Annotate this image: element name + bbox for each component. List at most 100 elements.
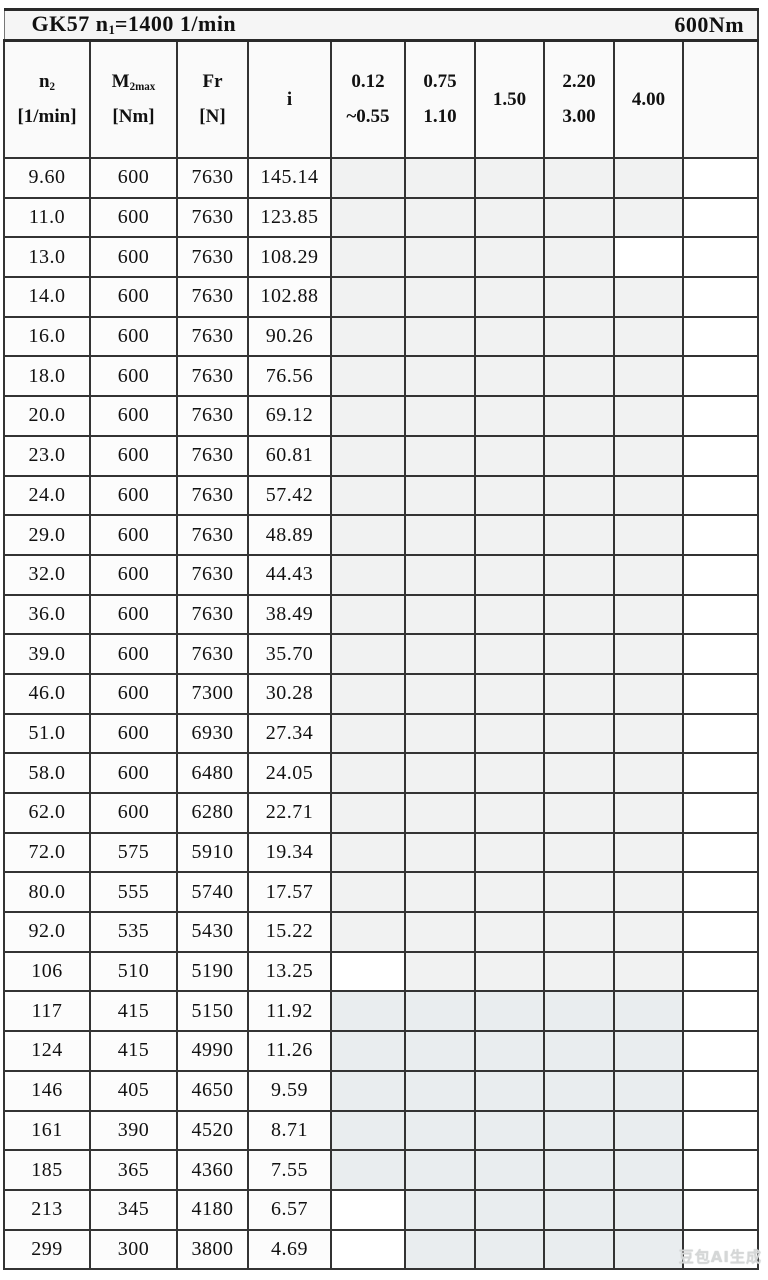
i-cell: 48.89 <box>247 514 332 556</box>
power-availability-cell-1 <box>330 553 406 596</box>
power-availability-cell-2 <box>404 157 476 199</box>
power-availability-cell-4 <box>543 831 615 874</box>
m2max-cell: 555 <box>89 871 178 914</box>
i-cell: 76.56 <box>247 355 332 398</box>
power-availability-cell-2 <box>404 1109 476 1152</box>
fr-cell: 6930 <box>176 712 249 755</box>
power-availability-cell-4 <box>543 792 615 834</box>
n2-cell: 299 <box>3 1228 91 1271</box>
power-availability-cell-1 <box>330 315 406 358</box>
i-cell: 6.57 <box>247 1188 332 1231</box>
fr-cell: 7630 <box>176 236 249 279</box>
power-availability-cell-3 <box>474 1188 545 1231</box>
m2max-cell: 600 <box>89 434 178 477</box>
power-availability-cell-2 <box>404 1149 476 1191</box>
fr-cell: 7630 <box>176 276 249 318</box>
m2max-cell: 600 <box>89 593 178 636</box>
fr-cell: 5190 <box>176 950 249 993</box>
fr-cell: 7300 <box>176 672 249 715</box>
blank-cell <box>681 990 760 1033</box>
m2max-cell: 600 <box>89 395 178 437</box>
n2-cell: 146 <box>3 1069 91 1112</box>
table-row: 11.0 600 7630 123.85 <box>3 196 760 239</box>
power-availability-cell-3 <box>474 315 545 358</box>
power-availability-cell-1 <box>330 752 406 794</box>
i-cell: 57.42 <box>247 474 332 517</box>
table-row: 146 405 4650 9.59 <box>3 1069 760 1112</box>
power-availability-cell-4 <box>543 752 615 794</box>
table-row: 36.0 600 7630 38.49 <box>3 593 760 636</box>
power-availability-cell-3 <box>474 633 545 675</box>
power-availability-cell-1 <box>330 474 406 517</box>
power-availability-cell-3 <box>474 593 545 636</box>
power-availability-cell-3 <box>474 355 545 398</box>
i-cell: 9.59 <box>247 1069 332 1112</box>
blank-cell <box>681 911 760 953</box>
table-row: 106 510 5190 13.25 <box>3 950 760 993</box>
column-header-ratio-i: i <box>247 39 332 159</box>
column-header-power-0.75-1.10: 0.75 1.10 <box>404 39 476 159</box>
m2max-cell: 600 <box>89 752 178 794</box>
power-availability-cell-4 <box>543 553 615 596</box>
power-availability-cell-2 <box>404 1030 476 1072</box>
power-availability-cell-2 <box>404 633 476 675</box>
i-cell: 15.22 <box>247 911 332 953</box>
fr-cell: 7630 <box>176 395 249 437</box>
n2-cell: 18.0 <box>3 355 91 398</box>
power-availability-cell-3 <box>474 871 545 914</box>
power-availability-cell-4 <box>543 593 615 636</box>
n2-cell: 92.0 <box>3 911 91 953</box>
power-availability-cell-5 <box>613 1030 684 1072</box>
power-availability-cell-2 <box>404 196 476 239</box>
power-availability-cell-4 <box>543 315 615 358</box>
fr-cell: 7630 <box>176 434 249 477</box>
i-cell: 24.05 <box>247 752 332 794</box>
power-availability-cell-5 <box>613 752 684 794</box>
blank-cell <box>681 950 760 993</box>
power-availability-cell-5 <box>613 911 684 953</box>
table-row: 124 415 4990 11.26 <box>3 1030 760 1072</box>
table-row: 39.0 600 7630 35.70 <box>3 633 760 675</box>
power-availability-cell-1 <box>330 276 406 318</box>
n2-cell: 14.0 <box>3 276 91 318</box>
power-availability-cell-1 <box>330 1069 406 1112</box>
power-availability-cell-3 <box>474 792 545 834</box>
fr-cell: 5740 <box>176 871 249 914</box>
power-availability-cell-5 <box>613 276 684 318</box>
power-availability-cell-5 <box>613 1109 684 1152</box>
blank-cell <box>681 157 760 199</box>
blank-cell <box>681 514 760 556</box>
power-availability-cell-3 <box>474 990 545 1033</box>
n2-cell: 23.0 <box>3 434 91 477</box>
power-availability-cell-4 <box>543 276 615 318</box>
power-availability-cell-4 <box>543 1109 615 1152</box>
power-availability-cell-4 <box>543 1030 615 1072</box>
power-availability-cell-1 <box>330 1030 406 1072</box>
n2-cell: 29.0 <box>3 514 91 556</box>
power-availability-cell-5 <box>613 792 684 834</box>
power-availability-cell-5 <box>613 434 684 477</box>
blank-cell <box>681 1069 760 1112</box>
power-availability-cell-1 <box>330 911 406 953</box>
column-header-fr-force: Fr [N] <box>176 39 249 159</box>
n2-cell: 46.0 <box>3 672 91 715</box>
power-availability-cell-4 <box>543 672 615 715</box>
blank-cell <box>681 831 760 874</box>
table-row: 117 415 5150 11.92 <box>3 990 760 1033</box>
power-availability-cell-3 <box>474 474 545 517</box>
power-availability-cell-1 <box>330 514 406 556</box>
power-availability-cell-4 <box>543 1149 615 1191</box>
power-availability-cell-5 <box>613 1228 684 1271</box>
power-availability-cell-4 <box>543 474 615 517</box>
n2-cell: 51.0 <box>3 712 91 755</box>
power-availability-cell-1 <box>330 1109 406 1152</box>
fr-cell: 5910 <box>176 831 249 874</box>
power-availability-cell-3 <box>474 1109 545 1152</box>
power-availability-cell-4 <box>543 514 615 556</box>
power-availability-cell-3 <box>474 276 545 318</box>
power-availability-cell-2 <box>404 474 476 517</box>
power-availability-cell-3 <box>474 1149 545 1191</box>
table-row: 213 345 4180 6.57 <box>3 1188 760 1231</box>
fr-cell: 4650 <box>176 1069 249 1112</box>
